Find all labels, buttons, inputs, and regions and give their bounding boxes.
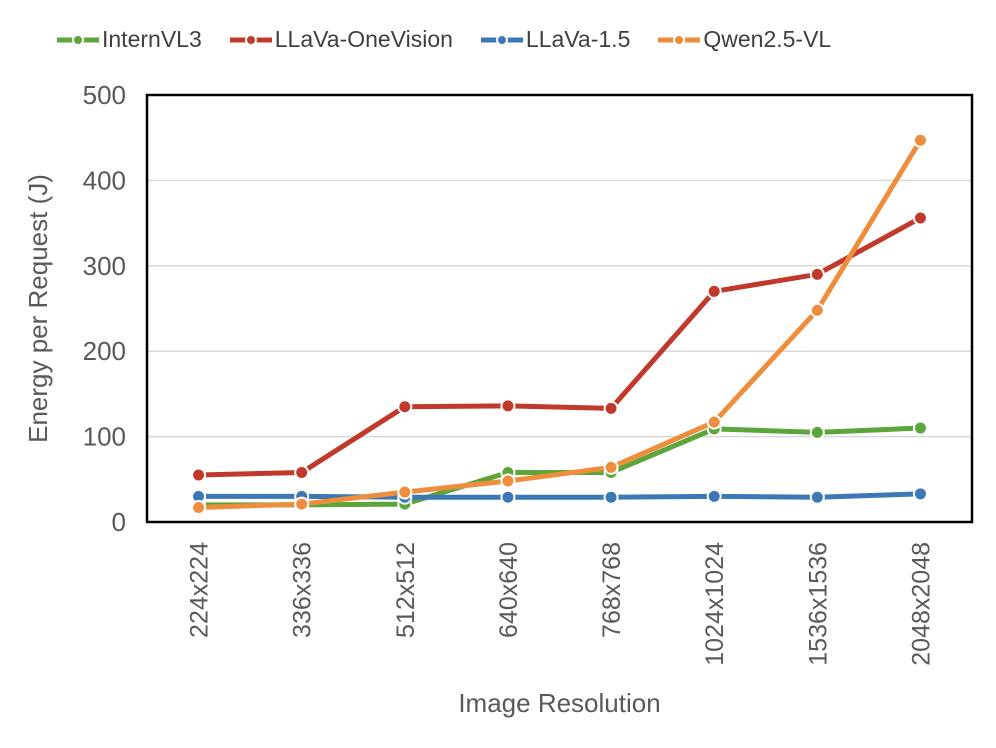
plot-border: [145, 93, 974, 524]
data-point-Qwen2.5-VL-1024x1024: [706, 414, 722, 430]
y-tick-label: 200: [83, 336, 126, 366]
legend-label: LLaVa-1.5: [525, 26, 631, 52]
data-point-LLaVa-OneVision-1536x1536: [809, 266, 825, 282]
legend-label: InternVL3: [102, 26, 202, 52]
y-tick-label: 300: [83, 251, 126, 281]
data-point-LLaVa-1.5-768x768: [603, 489, 619, 505]
data-point-LLaVa-1.5-1024x1024: [706, 488, 722, 504]
data-point-InternVL3-2048x2048: [912, 420, 928, 436]
x-tick-label: 336x336: [289, 542, 317, 638]
y-tick-label: 0: [112, 507, 126, 537]
chart-legend: InternVL3 LLaVa-OneVision LLaVa-1.5 Qwen…: [55, 26, 831, 53]
data-point-Qwen2.5-VL-768x768: [603, 459, 619, 475]
x-axis-title: Image Resolution: [458, 688, 660, 718]
x-tick-label: 512x512: [392, 542, 420, 638]
x-tick-label: 640x640: [495, 542, 523, 638]
data-point-LLaVa-1.5-640x640: [500, 489, 516, 505]
x-tick-label: 224x224: [186, 542, 214, 638]
series-line-Qwen2.5-VL: [196, 137, 923, 510]
data-point-LLaVa-OneVision-768x768: [603, 400, 619, 416]
legend-label: LLaVa-OneVision: [274, 26, 453, 52]
data-point-LLaVa-OneVision-1024x1024: [706, 283, 722, 299]
data-point-LLaVa-1.5-2048x2048: [912, 486, 928, 502]
data-point-InternVL3-1536x1536: [809, 424, 825, 440]
legend-item-llava-1-5: LLaVa-1.5: [479, 26, 630, 53]
data-point-LLaVa-1.5-1536x1536: [809, 489, 825, 505]
legend-line-marker-icon: [229, 33, 272, 46]
legend-item-qwen2-5-vl: Qwen2.5-VL: [656, 26, 831, 53]
x-tick-label: 768x768: [598, 542, 626, 638]
legend-label: Qwen2.5-VL: [703, 26, 832, 52]
y-axis-title: Energy per Request (J): [23, 174, 53, 443]
series-line-LLaVa-1.5: [196, 491, 923, 500]
series-line-LLaVa-OneVision: [196, 215, 923, 478]
legend-line-marker-icon: [57, 33, 99, 46]
data-point-Qwen2.5-VL-224x224: [191, 499, 207, 515]
legend-item-internvl3: InternVL3: [55, 26, 202, 53]
y-tick-label: 500: [83, 80, 126, 110]
data-point-LLaVa-OneVision-640x640: [500, 398, 516, 414]
data-point-Qwen2.5-VL-512x512: [397, 484, 413, 500]
data-point-LLaVa-OneVision-224x224: [191, 467, 207, 483]
data-point-Qwen2.5-VL-2048x2048: [912, 132, 928, 148]
legend-line-marker-icon: [480, 33, 523, 46]
x-tick-label: 1536x1536: [804, 542, 832, 666]
x-tick-label: 1024x1024: [701, 542, 729, 666]
data-point-LLaVa-OneVision-512x512: [397, 399, 413, 415]
x-tick-label: 2048x2048: [907, 542, 935, 666]
y-tick-label: 100: [83, 422, 126, 452]
data-point-Qwen2.5-VL-640x640: [500, 473, 516, 489]
legend-item-llava-onevision: LLaVa-OneVision: [228, 26, 453, 53]
y-tick-label: 400: [83, 165, 126, 195]
data-point-Qwen2.5-VL-336x336: [294, 496, 310, 512]
legend-line-marker-icon: [658, 33, 701, 46]
data-point-Qwen2.5-VL-1536x1536: [809, 302, 825, 318]
data-point-LLaVa-OneVision-2048x2048: [912, 210, 928, 226]
data-point-LLaVa-OneVision-336x336: [294, 464, 310, 480]
